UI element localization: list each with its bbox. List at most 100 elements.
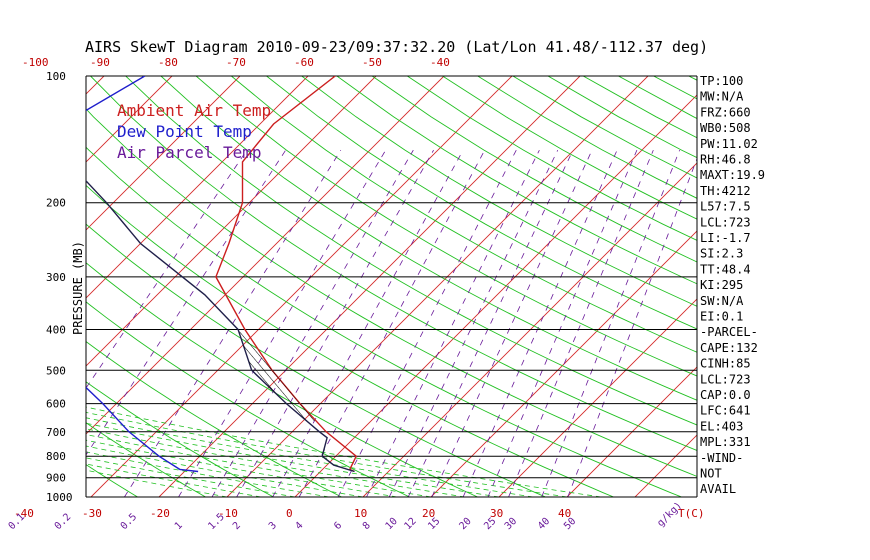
series-line	[215, 76, 358, 473]
dry-adiabat-line	[86, 146, 682, 497]
pressure-tick-label: 400	[46, 323, 66, 336]
pressure-tick-label: 900	[46, 472, 66, 485]
dry-adiabat-line	[86, 301, 410, 497]
bottom-temp-tick-label: -30	[82, 507, 102, 520]
dry-adiabat-line	[86, 340, 342, 497]
isotherm-line	[158, 76, 581, 497]
bottom-temp-tick-label: -40	[14, 507, 34, 520]
sounding-index-label: EL:403	[700, 419, 743, 433]
top-temp-tick-label: -80	[158, 56, 178, 69]
dry-adiabat-line	[86, 262, 478, 497]
mixing-ratio-tick-label: 8	[361, 520, 373, 532]
bottom-temp-tick-label: 0	[286, 507, 293, 520]
sounding-index-label: MAXT:19.9	[700, 168, 765, 182]
legend-entry: Dew Point Temp	[117, 122, 252, 141]
mixing-ratio-tick-label: 3	[267, 520, 279, 532]
mixing-ratio-tick-label: 0.5	[119, 512, 140, 533]
sounding-index-label: AVAIL	[700, 482, 736, 496]
isotherm-line	[86, 76, 445, 435]
dry-adiabat-line	[336, 76, 697, 285]
pressure-tick-label: 300	[46, 271, 66, 284]
bottom-temp-tick-label: 30	[490, 507, 503, 520]
chart-title: AIRS SkewT Diagram 2010-09-23/09:37:32.2…	[85, 38, 708, 56]
sounding-index-label: KI:295	[700, 278, 743, 292]
bottom-temp-tick-label: 40	[558, 507, 571, 520]
mixing-ratio-tick-label: 0.2	[53, 512, 74, 533]
sounding-index-label: LCL:723	[700, 372, 751, 386]
bottom-temp-tick-label: -20	[150, 507, 170, 520]
mixing-ratio-line	[462, 149, 618, 497]
mixing-ratio-line	[298, 149, 486, 497]
dry-adiabat-line	[512, 76, 697, 179]
mixing-ratio-tick-label: 40	[536, 516, 552, 532]
moist-adiabat-line	[86, 428, 466, 497]
mixing-ratio-line	[508, 149, 654, 497]
mixing-ratio-tick-label: 2	[231, 520, 243, 532]
y-axis-label: PRESSURE (MB)	[71, 241, 85, 335]
sounding-index-label: MW:N/A	[700, 90, 744, 104]
dry-adiabat-line	[125, 76, 697, 426]
top-temp-tick-label: -100	[22, 56, 49, 69]
dry-adiabat-line	[477, 76, 697, 199]
sounding-index-label: LFC:641	[700, 404, 751, 418]
sounding-index-label: EI:0.1	[700, 310, 743, 324]
isotherm-line	[86, 76, 309, 299]
isotherm-line	[226, 76, 649, 497]
sounding-index-label: TP:100	[700, 74, 743, 88]
mixing-ratio-tick-label: 6	[332, 520, 344, 532]
moist-adiabat-line	[86, 422, 500, 497]
top-temp-tick-label: -60	[294, 56, 314, 69]
isotherm-line	[0, 76, 36, 497]
moist-adiabat-line	[86, 417, 534, 497]
sounding-index-label: CAP:0.0	[700, 388, 751, 402]
isotherm-line	[498, 298, 697, 497]
dry-adiabat-line	[90, 76, 697, 451]
pressure-tick-label: 500	[46, 364, 66, 377]
top-temp-tick-label: -50	[362, 56, 382, 69]
mixing-ratio-tick-label: 20	[457, 516, 473, 532]
dry-adiabat-line	[86, 108, 697, 477]
pressure-tick-label: 1000	[46, 491, 73, 504]
top-temp-tick-label: -40	[430, 56, 450, 69]
dry-adiabat-line	[653, 76, 697, 100]
mixing-ratio-line	[236, 149, 434, 497]
dry-adiabat-line	[301, 76, 697, 307]
moist-adiabat-line	[86, 457, 296, 497]
sounding-index-label: TT:48.4	[700, 262, 751, 276]
dry-adiabat-line	[195, 76, 697, 377]
bottom-temp-tick-label: 20	[422, 507, 435, 520]
isotherm-line	[294, 94, 697, 497]
sounding-index-label: SW:N/A	[700, 294, 744, 308]
moist-adiabat-line	[86, 451, 330, 497]
dry-adiabat-line	[86, 464, 138, 497]
pressure-tick-label: 100	[46, 70, 66, 83]
sounding-index-label: CINH:85	[700, 357, 751, 371]
mixing-ratio-line	[541, 149, 680, 497]
pressure-tick-label: 600	[46, 398, 66, 411]
sounding-index-label: SI:2.3	[700, 247, 743, 261]
bottom-temp-tick-label: -10	[218, 507, 238, 520]
mixing-ratio-line	[388, 149, 559, 497]
temperature-unit-label: T(C)	[678, 507, 705, 520]
isotherm-line	[86, 76, 173, 163]
dry-adiabat-line	[266, 76, 697, 330]
sounding-index-label: CAPE:132	[700, 341, 758, 355]
mixing-ratio-line	[86, 149, 248, 389]
sounding-index-label: PW:11.02	[700, 137, 758, 151]
sounding-index-label: -WIND-	[700, 451, 743, 465]
dry-adiabat-line	[160, 76, 697, 401]
mixing-ratio-line	[407, 149, 574, 497]
dry-adiabat-line	[407, 76, 697, 241]
mixing-ratio-line	[487, 149, 638, 497]
top-temp-tick-label: -70	[226, 56, 246, 69]
dry-adiabat-line	[86, 223, 546, 497]
mixing-ratio-line	[567, 157, 697, 497]
cape-hatched-area	[238, 331, 317, 421]
series-line	[86, 76, 199, 473]
pressure-tick-label: 200	[46, 197, 66, 210]
mixing-ratio-line	[366, 149, 540, 497]
isotherm-line	[86, 76, 241, 231]
sounding-index-label: L57:7.5	[700, 200, 751, 214]
mixing-ratio-tick-label: 12	[403, 516, 419, 532]
mixing-ratio-line	[178, 149, 387, 497]
